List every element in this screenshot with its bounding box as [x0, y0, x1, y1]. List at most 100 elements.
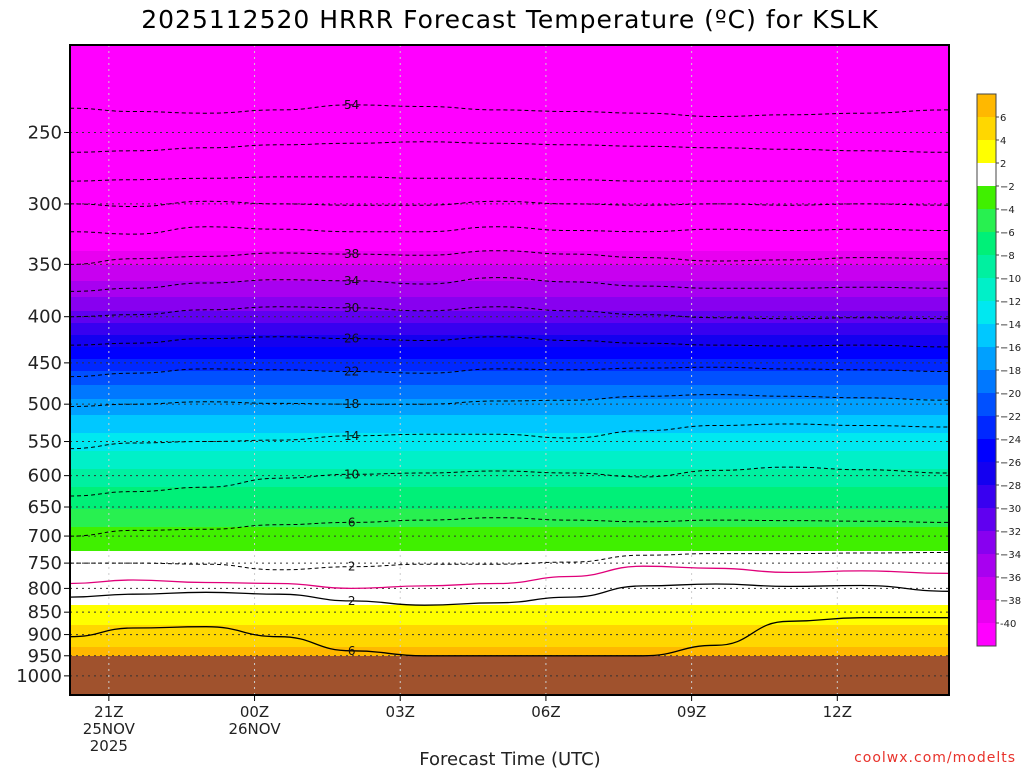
temperature-band	[70, 385, 949, 401]
contour-line	[70, 277, 949, 292]
temperature-bands	[70, 45, 949, 657]
temperature-band	[70, 625, 949, 649]
y-tick-label: 400	[28, 307, 62, 328]
temperature-band	[70, 509, 949, 529]
y-tick-label: 700	[28, 526, 62, 547]
colorbar-label: −24	[1000, 435, 1021, 446]
colorbar-swatch	[977, 439, 996, 462]
y-tick-label: 450	[28, 353, 62, 374]
temperature-band	[70, 251, 949, 267]
contour-line	[70, 176, 949, 182]
colorbar-label: −20	[1000, 389, 1021, 400]
colorbar-swatch	[977, 94, 996, 117]
contour-label: 2	[348, 594, 356, 608]
y-tick-label: 750	[28, 553, 62, 574]
y-tick-label: 900	[28, 625, 62, 646]
colorbar-label: −16	[1000, 343, 1021, 354]
temperature-band	[70, 415, 949, 435]
contour-line	[70, 423, 949, 450]
colorbar-label: 2	[1000, 159, 1006, 170]
contour-line	[70, 583, 949, 606]
contour-line	[70, 226, 949, 235]
colorbar-swatch	[977, 117, 996, 140]
colorbar-label: −8	[1000, 251, 1015, 262]
colorbar: -40−38−36−34−32−30−28−26−24−22−20−18−16−…	[976, 93, 1021, 647]
contour-line	[70, 565, 949, 590]
temperature-band	[70, 451, 949, 471]
contour-label: 2	[348, 560, 356, 574]
contour-label: 22	[344, 364, 359, 378]
y-tick-label: 250	[28, 122, 62, 143]
credit-link[interactable]: coolwx.com/modelts	[854, 750, 1016, 766]
colorbar-swatch	[977, 462, 996, 485]
contour-line	[70, 250, 949, 265]
colorbar-swatch	[977, 600, 996, 623]
contour-line	[70, 366, 949, 378]
contour-line	[70, 141, 949, 153]
colorbar-swatch	[977, 623, 996, 646]
colorbar-swatch	[977, 232, 996, 255]
contour-line	[70, 617, 949, 657]
colorbar-swatch	[977, 324, 996, 347]
temperature-band	[70, 551, 949, 607]
colorbar-label: −6	[1000, 228, 1015, 239]
grid-lines	[70, 45, 949, 695]
contour-label: 26	[344, 332, 359, 346]
colorbar-label: -40	[1000, 619, 1016, 630]
colorbar-swatch	[977, 301, 996, 324]
colorbar-label: −38	[1000, 596, 1021, 607]
contour-line	[70, 306, 949, 320]
colorbar-swatch	[977, 485, 996, 508]
colorbar-swatch	[977, 393, 996, 416]
x-tick-label: 25NOV	[83, 720, 136, 738]
x-tick-label: 12Z	[823, 703, 852, 721]
colorbar-label: −4	[1000, 205, 1015, 216]
temperature-band	[70, 347, 949, 361]
colorbar-label: −26	[1000, 458, 1021, 469]
colorbar-label: −2	[1000, 182, 1015, 193]
colorbar-label: −32	[1000, 527, 1021, 538]
contour-line	[70, 394, 949, 407]
colorbar-label: 4	[1000, 136, 1006, 147]
colorbar-label: −12	[1000, 297, 1021, 308]
temperature-band	[70, 469, 949, 489]
y-tick-label: 500	[28, 394, 62, 415]
y-tick-label: 650	[28, 497, 62, 518]
colorbar-label: 6	[1000, 113, 1006, 124]
colorbar-label: −10	[1000, 274, 1021, 285]
x-tick-label: 09Z	[677, 703, 706, 721]
contour-line	[70, 104, 949, 118]
contour-line	[70, 200, 949, 208]
colorbar-swatch	[977, 577, 996, 600]
colorbar-swatch	[977, 416, 996, 439]
colorbar-swatch	[977, 255, 996, 278]
x-tick-label: 00Z	[240, 703, 269, 721]
temperature-band	[70, 45, 949, 253]
colorbar-label: −28	[1000, 481, 1021, 492]
colorbar-label: −14	[1000, 320, 1021, 331]
temperature-band	[70, 335, 949, 349]
contour-label: 18	[344, 397, 359, 411]
y-tick-label: 1000	[16, 666, 62, 687]
temperature-band	[70, 371, 949, 387]
colorbar-swatch	[977, 278, 996, 301]
y-tick-label: 300	[28, 194, 62, 215]
contour-label: 14	[344, 429, 359, 443]
y-tick-label: 850	[28, 602, 62, 623]
colorbar-label: −34	[1000, 550, 1021, 561]
contour-line	[70, 517, 949, 537]
chart-title: 2025112520 HRRR Forecast Temperature (ºC…	[141, 5, 879, 34]
temperature-band	[70, 311, 949, 325]
x-tick-label: 26NOV	[228, 720, 281, 738]
x-tick-label: 2025	[90, 737, 128, 755]
temperature-band	[70, 297, 949, 313]
temperature-band	[70, 605, 949, 627]
colorbar-swatch	[977, 370, 996, 393]
temperature-band	[70, 527, 949, 553]
contour-line	[70, 336, 949, 348]
colorbar-swatch	[977, 554, 996, 577]
x-tick-label: 21Z	[94, 703, 123, 721]
contour-line	[70, 466, 949, 497]
